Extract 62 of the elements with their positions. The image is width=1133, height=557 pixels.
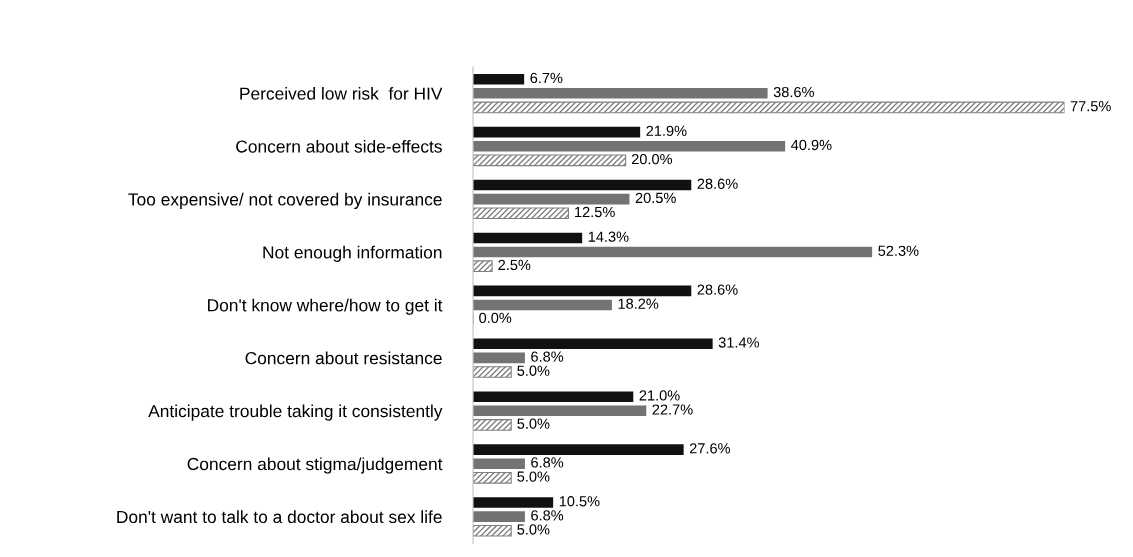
data-label: 12.5% bbox=[575, 206, 615, 218]
y-tick-label: Concern about stigma/judgement bbox=[187, 457, 443, 474]
y-tick-label: Don't want to talk to a doctor about sex life bbox=[117, 510, 442, 524]
data-label: 6.8% bbox=[531, 510, 564, 521]
data-label: 20.5% bbox=[635, 192, 676, 204]
data-label: 6.7% bbox=[530, 72, 563, 84]
data-label: 38.6% bbox=[773, 86, 814, 98]
bar bbox=[473, 101, 1065, 114]
y-tick-label: Concern about resistance bbox=[245, 351, 442, 365]
data-label: 6.8% bbox=[531, 351, 564, 362]
bar bbox=[473, 299, 612, 311]
data-label: 18.2% bbox=[618, 298, 659, 309]
bar bbox=[473, 497, 554, 508]
bar bbox=[473, 179, 692, 191]
data-label: 6.8% bbox=[531, 457, 564, 468]
bar bbox=[473, 154, 627, 167]
bar bbox=[473, 419, 512, 431]
bar bbox=[473, 73, 525, 85]
bar bbox=[473, 366, 512, 378]
bar bbox=[473, 126, 641, 138]
data-label: 31.4% bbox=[718, 337, 760, 348]
y-tick-label: Too expensive/ not covered by insurance bbox=[128, 192, 442, 210]
bar bbox=[473, 444, 684, 455]
data-label: 28.6% bbox=[697, 178, 738, 189]
data-label: 22.7% bbox=[652, 404, 693, 415]
data-label: 21.9% bbox=[646, 125, 687, 137]
bar bbox=[473, 207, 569, 220]
data-label: 2.5% bbox=[498, 259, 531, 271]
bar bbox=[473, 193, 630, 205]
bar bbox=[473, 524, 512, 537]
data-label: 14.3% bbox=[588, 231, 629, 242]
data-label: 27.6% bbox=[689, 443, 731, 454]
data-label: 40.9% bbox=[791, 139, 832, 151]
bar bbox=[473, 285, 692, 297]
bar bbox=[473, 391, 634, 402]
data-label: 5.0% bbox=[517, 365, 550, 376]
bar bbox=[473, 232, 583, 244]
bar bbox=[473, 140, 786, 152]
bar bbox=[473, 338, 713, 350]
data-label: 5.0% bbox=[517, 418, 550, 429]
data-label: 52.3% bbox=[878, 245, 919, 256]
data-label: 0.0% bbox=[479, 312, 512, 323]
data-label: 5.0% bbox=[517, 471, 550, 482]
data-label: 77.5% bbox=[1070, 101, 1111, 112]
bar bbox=[473, 511, 525, 522]
y-tick-label: Not enough information bbox=[263, 245, 442, 262]
bar bbox=[473, 88, 768, 99]
data-label: 28.6% bbox=[697, 284, 738, 295]
y-tick-label: Don't know where/how to get it bbox=[208, 298, 443, 315]
bar bbox=[473, 260, 493, 272]
data-label: 10.5% bbox=[559, 496, 600, 507]
y-tick-label: Perceived low risk for HIV bbox=[240, 87, 443, 100]
data-label: 21.0% bbox=[639, 390, 680, 401]
bar bbox=[473, 246, 873, 258]
bar bbox=[473, 471, 512, 484]
bar bbox=[473, 352, 525, 364]
bar bbox=[473, 405, 647, 417]
y-tick-label: Concern about side-effects bbox=[236, 139, 442, 153]
y-tick-label: Anticipate trouble taking it consistently bbox=[148, 404, 443, 421]
data-label: 20.0% bbox=[631, 153, 673, 165]
data-label: 5.0% bbox=[517, 524, 550, 535]
bar bbox=[473, 458, 525, 469]
